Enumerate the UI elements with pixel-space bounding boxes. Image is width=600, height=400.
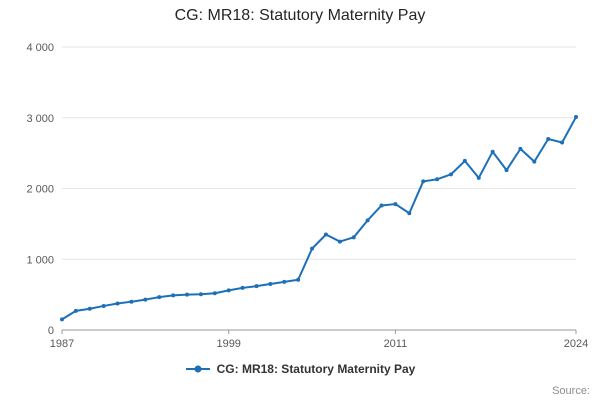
svg-text:2 000: 2 000 (26, 184, 54, 196)
svg-text:1999: 1999 (216, 338, 240, 350)
legend-label: CG: MR18: Statutory Maternity Pay (216, 362, 416, 376)
svg-text:4 000: 4 000 (26, 42, 54, 54)
source-text: Source: (552, 385, 590, 397)
chart-title: CG: MR18: Statutory Maternity Pay (174, 7, 426, 24)
legend-line-icon (185, 365, 210, 373)
svg-text:2024: 2024 (564, 338, 588, 350)
svg-text:1 000: 1 000 (26, 254, 54, 266)
legend-item[interactable]: CG: MR18: Statutory Maternity Pay (0, 362, 600, 376)
svg-text:3 000: 3 000 (26, 113, 54, 125)
svg-text:0: 0 (48, 325, 54, 337)
svg-text:1987: 1987 (50, 338, 74, 350)
plot-area[interactable]: 0 1 000 2 000 3 000 4 000 1987 1999 2011 2024 (0, 30, 600, 355)
svg-text:2011: 2011 (384, 338, 408, 350)
